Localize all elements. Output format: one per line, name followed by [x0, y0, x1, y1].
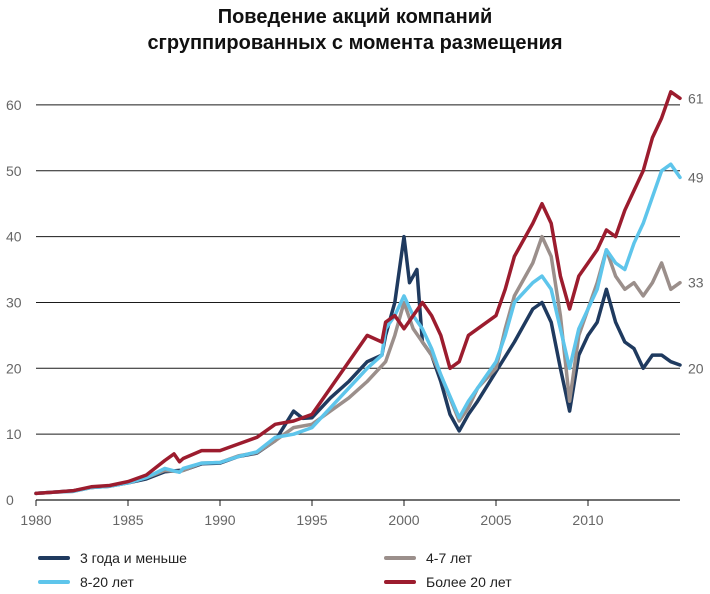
y-tick-label-30: 30: [6, 294, 22, 310]
y-tick-label-10: 10: [6, 426, 22, 442]
series-end-label-4: 61: [688, 90, 704, 106]
series-line-3: [34, 162, 682, 496]
y-tick-label-60: 60: [6, 97, 22, 113]
y-tick-label-0: 0: [6, 492, 14, 508]
series-end-label-1: 20: [688, 360, 704, 376]
y-tick-label-20: 20: [6, 360, 22, 376]
x-tick-label-1980: 1980: [20, 512, 51, 528]
legend-swatch-3: [38, 580, 70, 584]
legend-label-3: 8-20 лет: [80, 574, 134, 590]
x-tick-label-1995: 1995: [296, 512, 327, 528]
x-tick-label-2005: 2005: [480, 512, 511, 528]
y-tick-label-40: 40: [6, 229, 22, 245]
series-line-4: [34, 90, 682, 496]
legend-item-1: 3 года и меньше: [38, 548, 187, 568]
legend-swatch-4: [384, 580, 416, 584]
legend-swatch-1: [38, 556, 70, 560]
y-tick-label-50: 50: [6, 163, 22, 179]
series-end-label-2: 33: [688, 275, 704, 291]
series-end-label-3: 49: [688, 169, 704, 185]
chart-title: Поведение акций компаний сгруппированных…: [0, 4, 710, 56]
legend-label-4: Более 20 лет: [426, 574, 512, 590]
x-tick-label-1985: 1985: [112, 512, 143, 528]
legend-label-2: 4-7 лет: [426, 550, 473, 566]
legend-label-1: 3 года и меньше: [80, 550, 187, 566]
chart-legend: 3 года и меньше 4-7 лет 8-20 лет Более 20 л…: [38, 548, 698, 592]
legend-item-4: Более 20 лет: [384, 572, 512, 592]
chart-title-line-1: Поведение акций компаний: [217, 6, 493, 28]
legend-item-3: 8-20 лет: [38, 572, 134, 592]
legend-item-2: 4-7 лет: [384, 548, 472, 568]
legend-swatch-2: [384, 556, 416, 560]
x-tick-label-2010: 2010: [572, 512, 603, 528]
x-tick-label-2000: 2000: [388, 512, 419, 528]
series-line-1: [34, 234, 682, 496]
x-tick-label-1990: 1990: [204, 512, 235, 528]
chart-title-line-2: сгруппированных с момента размещения: [147, 32, 563, 54]
series-line-2: [34, 234, 682, 496]
